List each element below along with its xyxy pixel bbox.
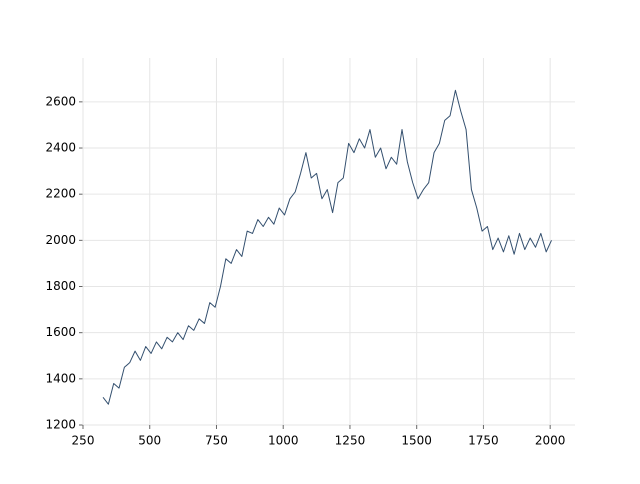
y-tick-label: 1400	[45, 371, 76, 385]
x-tick-label: 2000	[535, 434, 566, 448]
y-tick-label: 2200	[45, 187, 76, 201]
x-tick-label: 1750	[468, 434, 499, 448]
x-tick-label: 500	[138, 434, 161, 448]
y-tick-label: 2400	[45, 141, 76, 155]
x-tick-label: 1250	[335, 434, 366, 448]
data-line	[102, 89, 552, 405]
y-tick-label: 1600	[45, 325, 76, 339]
x-tick-label: 1500	[401, 434, 432, 448]
y-tick-label: 1800	[45, 279, 76, 293]
y-tick-label: 1200	[45, 418, 76, 432]
x-tick-label: 1000	[268, 434, 299, 448]
y-tick-label: 2000	[45, 233, 76, 247]
y-tick-label: 2600	[45, 94, 76, 108]
x-tick-label: 750	[205, 434, 228, 448]
x-tick-label: 250	[72, 434, 95, 448]
